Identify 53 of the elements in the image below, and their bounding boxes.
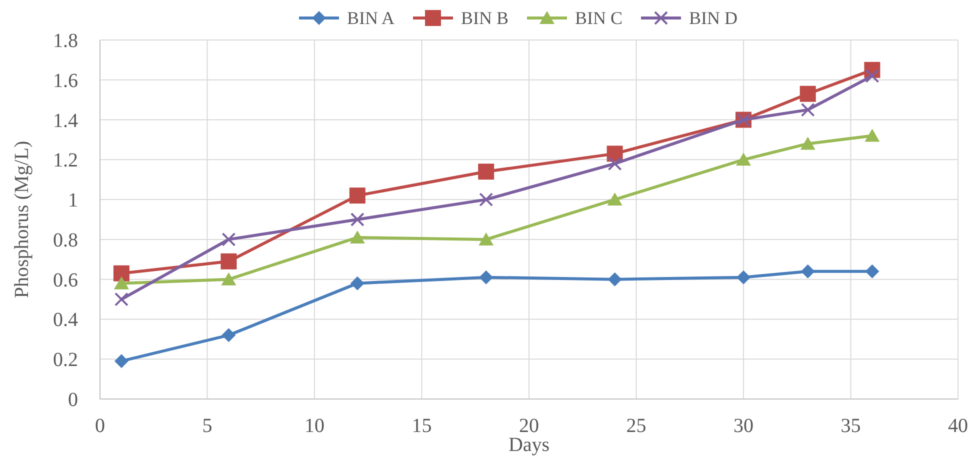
y-axis-title: Phosphorus (Mg/L) bbox=[11, 140, 33, 298]
x-tick-label: 40 bbox=[948, 415, 968, 437]
legend-label: BIN B bbox=[461, 8, 509, 28]
point bbox=[479, 192, 494, 207]
x-tick-label: 15 bbox=[412, 415, 432, 437]
point bbox=[800, 264, 815, 278]
point bbox=[478, 164, 494, 180]
point bbox=[350, 230, 365, 244]
y-tick-label: 1.2 bbox=[53, 150, 78, 172]
y-tick-label: 1.8 bbox=[53, 30, 78, 52]
point bbox=[608, 272, 622, 286]
point bbox=[736, 152, 751, 166]
point bbox=[114, 276, 129, 290]
legend-label: BIN D bbox=[689, 8, 738, 28]
point bbox=[113, 265, 130, 282]
point bbox=[114, 354, 128, 368]
x-tick-label: 10 bbox=[304, 415, 324, 437]
point bbox=[864, 128, 880, 142]
point bbox=[800, 102, 815, 117]
y-tick-label: 1.4 bbox=[53, 110, 78, 132]
x-axis-title: Days bbox=[508, 434, 550, 456]
point bbox=[350, 212, 364, 226]
x-tick-label: 0 bbox=[95, 415, 105, 437]
y-tick-label: 0.8 bbox=[53, 229, 78, 252]
point bbox=[222, 328, 236, 342]
point bbox=[349, 188, 366, 204]
legend-label: BIN C bbox=[575, 8, 623, 28]
x-tick-label: 5 bbox=[202, 415, 212, 437]
x-tick-label: 25 bbox=[626, 415, 646, 437]
point bbox=[608, 156, 622, 171]
x-tick-label: 35 bbox=[840, 415, 861, 437]
point bbox=[800, 86, 816, 102]
point bbox=[800, 136, 816, 150]
point bbox=[222, 232, 236, 246]
y-tick-label: 0.2 bbox=[53, 349, 78, 372]
point bbox=[220, 253, 237, 270]
point bbox=[114, 292, 128, 306]
x-tick-label: 30 bbox=[734, 415, 754, 437]
point bbox=[350, 276, 364, 290]
point bbox=[221, 272, 236, 286]
point bbox=[865, 68, 880, 83]
point bbox=[479, 270, 494, 284]
x-tick-label: 20 bbox=[519, 415, 539, 437]
y-tick-label: 0.4 bbox=[53, 309, 78, 332]
point bbox=[607, 192, 622, 206]
legend-label: BIN A bbox=[347, 8, 395, 28]
point bbox=[865, 264, 880, 278]
y-tick-label: 1.6 bbox=[53, 70, 78, 92]
y-tick-label: 0 bbox=[68, 389, 78, 411]
point bbox=[736, 270, 750, 284]
y-tick-label: 1 bbox=[68, 190, 78, 212]
point bbox=[478, 232, 494, 246]
y-tick-label: 0.6 bbox=[53, 269, 78, 292]
